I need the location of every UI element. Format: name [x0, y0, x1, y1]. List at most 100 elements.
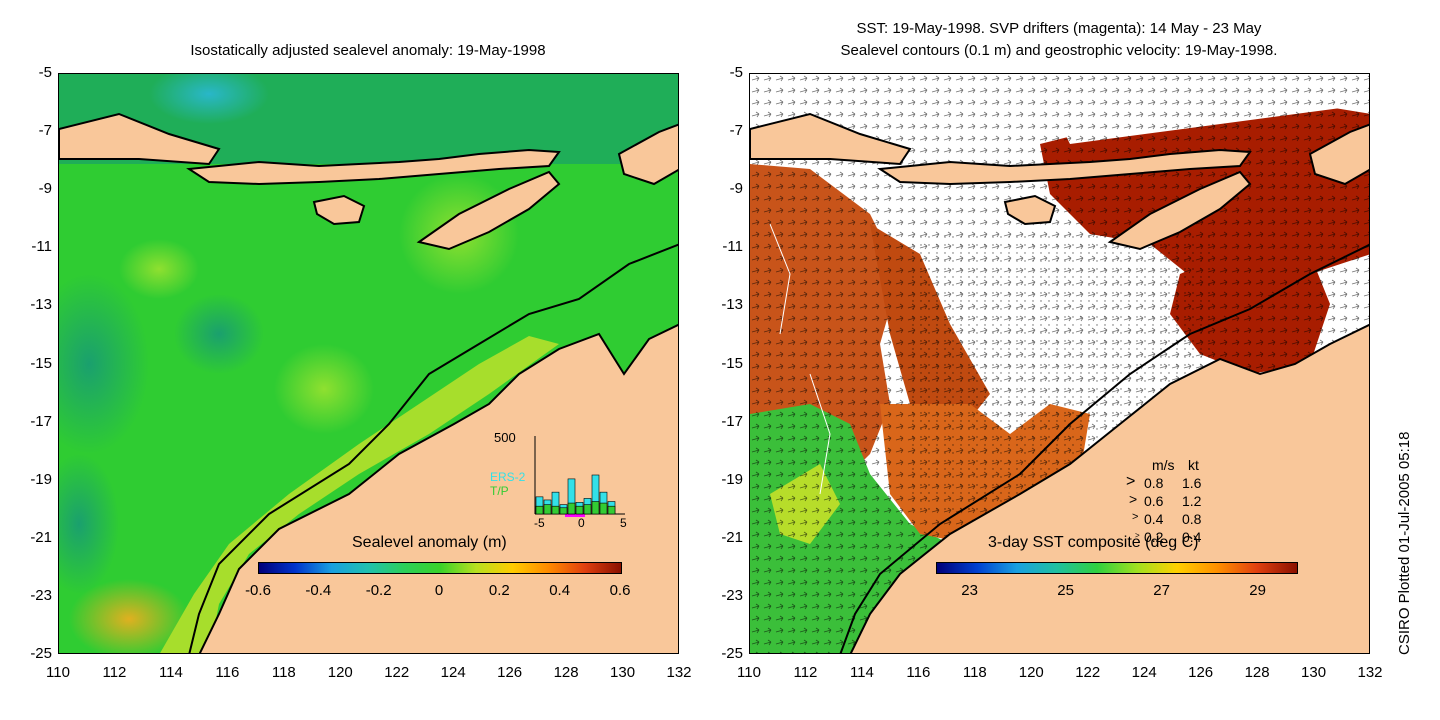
inset-tp-bar — [567, 502, 576, 515]
right-panel-title-line1: SST: 19-May-1998. SVP drifters (magenta)… — [856, 20, 1262, 37]
inset-tp-bar — [535, 505, 544, 515]
inset-xtick-right: 5 — [620, 516, 627, 530]
x-tick-label: 110 — [737, 664, 761, 681]
x-tick-label: 116 — [906, 664, 931, 681]
y-tick-label: -23 — [721, 586, 743, 604]
y-tick-label: -7 — [38, 122, 52, 140]
low-anomaly-patch — [149, 74, 269, 124]
y-tick-label: -19 — [721, 470, 743, 488]
velocity-legend-row: > 0.4 0.8 — [1120, 509, 1230, 527]
y-tick-label: -5 — [38, 64, 52, 81]
inset-tp-bar — [607, 505, 616, 515]
x-tick-label: 120 — [1018, 664, 1044, 681]
right-colorbar-tick: 29 — [1249, 582, 1266, 599]
low-anomaly-patch-mid — [174, 294, 264, 374]
x-tick-label: 110 — [46, 664, 70, 681]
left-colorbar-tick: -0.2 — [365, 582, 392, 599]
left-colorbar-label: Sealevel anomaly (m) — [352, 534, 507, 551]
left-colorbar-tick: 0.6 — [609, 582, 631, 599]
velocity-ms-value: 0.4 — [1144, 511, 1164, 527]
high-anomaly-patch — [119, 239, 199, 299]
lesser-sunda-islands — [186, 148, 561, 186]
coastal-shelf-band — [160, 336, 559, 653]
velocity-arrow-icon: > — [1129, 491, 1138, 507]
y-tick-label: -13 — [721, 296, 743, 314]
y-tick-label: -19 — [30, 470, 52, 488]
x-tick-label: 124 — [1131, 664, 1157, 681]
y-tick-label: -17 — [721, 412, 743, 430]
velocity-legend-row: > 0.2 0.4 — [1120, 527, 1230, 545]
y-tick-label: -11 — [31, 238, 52, 256]
x-tick-label: 120 — [327, 664, 353, 681]
y-tick-label: -21 — [721, 528, 743, 546]
x-tick-label: 122 — [1075, 664, 1101, 681]
inset-ymax-label: 500 — [494, 430, 516, 445]
inset-tp-bar — [583, 504, 592, 515]
x-tick-label: 112 — [102, 664, 127, 681]
velocity-legend-row: > 0.6 1.2 — [1120, 491, 1230, 509]
y-tick-label: -25 — [30, 645, 52, 662]
inset-tp-bar — [575, 505, 584, 515]
inset-tp-label: T/P — [490, 484, 509, 498]
y-tick-label: -15 — [30, 354, 52, 372]
left-map-panel — [58, 73, 679, 654]
inset-tp-bar — [543, 504, 552, 515]
right-colorbar — [936, 562, 1298, 574]
inset-tp-bar — [599, 502, 608, 515]
velocity-ms-value: 0.6 — [1144, 493, 1164, 509]
x-tick-label: 130 — [610, 664, 636, 681]
sealevel-contours — [769, 223, 831, 495]
x-tick-label: 118 — [962, 664, 987, 681]
x-tick-label: 118 — [271, 664, 296, 681]
right-panel-title-line2: Sealevel contours (0.1 m) and geostrophi… — [840, 42, 1278, 59]
left-panel-title: Isostatically adjusted sealevel anomaly:… — [190, 42, 546, 59]
tanimbar-islands — [1308, 123, 1369, 186]
x-tick-label: 124 — [440, 664, 466, 681]
shelf-break-contour — [839, 243, 1369, 653]
left-colorbar-tick: 0.4 — [549, 582, 571, 599]
left-colorbar-tick: 0 — [434, 582, 444, 599]
x-tick-label: 132 — [666, 664, 692, 681]
tanimbar-islands — [617, 123, 678, 186]
java-island — [750, 112, 912, 166]
inset-tp-bar — [591, 501, 600, 515]
velocity-arrow-icon: > — [1135, 531, 1140, 540]
velocity-kt-value: 1.6 — [1182, 475, 1202, 491]
y-tick-label: -15 — [721, 354, 743, 372]
y-tick-label: -11 — [722, 238, 743, 256]
inset-ers2-label: ERS-2 — [490, 470, 526, 484]
right-colorbar-label: 3-day SST composite (deg C) — [988, 534, 1199, 551]
right-colorbar-tick: 27 — [1153, 582, 1170, 599]
inset-histogram: 500 ERS-2 T/P -5 0 5 — [490, 430, 640, 530]
high-anomaly-patch-center — [274, 344, 374, 434]
low-anomaly-patch-west — [59, 274, 149, 454]
velocity-legend-ms-header: m/s — [1152, 457, 1175, 473]
inset-drifter-window — [565, 514, 585, 517]
y-tick-label: -23 — [30, 586, 52, 604]
x-tick-label: 114 — [849, 664, 874, 681]
low-anomaly-patch-sw — [59, 454, 119, 594]
sumba-island — [312, 194, 366, 226]
plot-credit: CSIRO Plotted 01-Jul-2005 05:18 — [1396, 431, 1413, 655]
y-tick-label: -17 — [30, 412, 52, 430]
left-colorbar-tick: 0.2 — [488, 582, 510, 599]
timor-island — [1107, 170, 1252, 251]
inset-xtick-left: -5 — [534, 516, 545, 530]
velocity-kt-value: 1.2 — [1182, 493, 1202, 509]
y-tick-label: -25 — [721, 645, 743, 662]
x-tick-label: 130 — [1301, 664, 1327, 681]
x-tick-label: 112 — [793, 664, 818, 681]
x-tick-label: 116 — [215, 664, 240, 681]
inset-xtick-mid: 0 — [578, 516, 585, 530]
java-island — [59, 112, 221, 166]
x-tick-label: 128 — [1244, 664, 1270, 681]
velocity-kt-value: 0.8 — [1182, 511, 1202, 527]
velocity-legend-kt-header: kt — [1188, 457, 1199, 473]
velocity-arrow-icon: > — [1126, 473, 1136, 490]
shelf-break-contour — [188, 243, 678, 653]
positive-anomaly-patch-south — [69, 579, 189, 653]
sealevel-anomaly-map — [59, 74, 678, 653]
x-tick-label: 126 — [497, 664, 523, 681]
velocity-ms-value: 0.8 — [1144, 475, 1164, 491]
velocity-kt-value: 0.4 — [1182, 529, 1202, 545]
